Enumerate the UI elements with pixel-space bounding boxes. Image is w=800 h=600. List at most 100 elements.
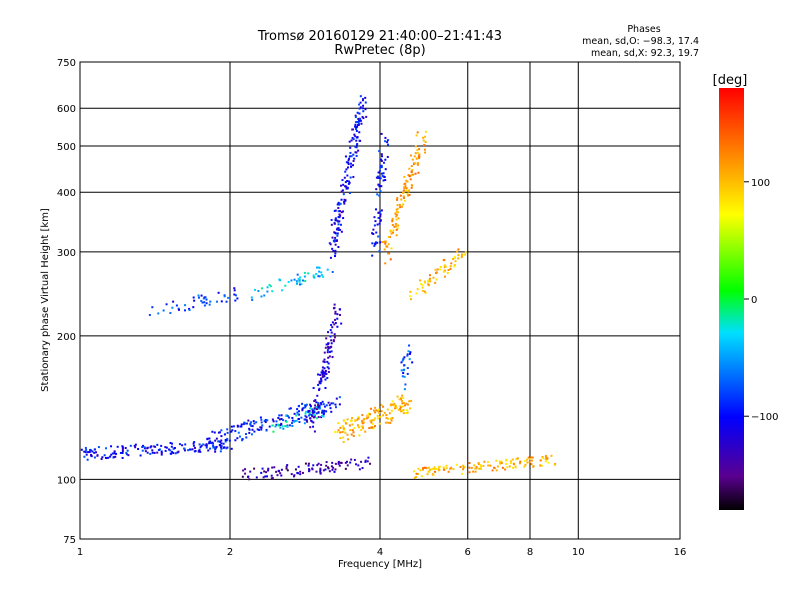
echo-point — [345, 187, 348, 190]
echo-point — [223, 295, 226, 298]
echo-point — [452, 257, 455, 260]
echo-point — [272, 430, 275, 433]
echo-point — [342, 183, 345, 186]
echo-point — [396, 204, 399, 207]
echo-point — [218, 444, 221, 447]
echo-point — [83, 450, 86, 453]
echo-point — [382, 414, 385, 417]
echo-point — [408, 193, 411, 196]
echo-point — [151, 451, 154, 454]
echo-point — [322, 275, 325, 278]
echo-point — [165, 446, 168, 449]
echo-point — [334, 219, 337, 222]
echo-point — [550, 454, 553, 457]
echo-point — [498, 460, 501, 463]
echo-point — [412, 470, 415, 473]
echo-point — [226, 439, 229, 442]
echo-point — [423, 135, 426, 138]
echo-point — [169, 449, 172, 452]
echo-point — [334, 468, 337, 471]
x-axis-ticks: 1 2 4 6 8 10 16 — [77, 547, 687, 558]
echo-point — [266, 286, 269, 289]
echo-point — [324, 346, 327, 349]
echo-point — [241, 438, 244, 441]
echo-point — [401, 394, 404, 397]
echo-point — [300, 283, 303, 286]
y-tick-label: 100 — [57, 475, 76, 486]
echo-point — [331, 247, 334, 250]
echo-point — [546, 457, 549, 460]
echo-point — [350, 155, 353, 158]
echo-point — [270, 474, 273, 477]
echo-point — [351, 128, 354, 131]
echo-point — [351, 164, 354, 167]
echo-point — [90, 453, 93, 456]
echo-point — [309, 405, 312, 408]
echo-point — [278, 424, 281, 427]
echo-point — [359, 139, 362, 142]
echo-point — [415, 292, 418, 295]
echo-point — [330, 402, 333, 405]
echo-point — [390, 232, 393, 235]
echo-point — [379, 219, 382, 222]
echo-point — [327, 345, 330, 348]
echo-point — [384, 136, 387, 139]
echo-point — [160, 444, 163, 447]
echo-point — [322, 415, 325, 418]
echo-point — [341, 189, 344, 192]
echo-point — [454, 256, 457, 259]
y-tick-label: 200 — [57, 332, 76, 343]
echo-point — [305, 403, 308, 406]
echo-point — [259, 426, 262, 429]
echo-point — [423, 144, 426, 147]
echo-point — [285, 414, 288, 417]
echo-point — [398, 203, 401, 206]
echo-point — [511, 458, 514, 461]
echo-point — [251, 298, 254, 301]
echo-point — [321, 373, 324, 376]
echo-point — [205, 298, 208, 301]
echo-point — [280, 422, 283, 425]
echo-point — [234, 439, 237, 442]
echo-point — [242, 423, 245, 426]
echo-point — [424, 140, 427, 143]
data-points — [80, 95, 557, 481]
echo-point — [313, 276, 316, 279]
echo-point — [331, 326, 334, 329]
echo-point — [184, 304, 187, 307]
echo-point — [395, 228, 398, 231]
echo-point — [402, 369, 405, 372]
echo-point — [141, 446, 144, 449]
echo-point — [356, 418, 359, 421]
echo-point — [371, 242, 374, 245]
echo-point — [406, 180, 409, 183]
echo-point — [444, 265, 447, 268]
echo-point — [307, 414, 310, 417]
echo-point — [299, 276, 302, 279]
echo-point — [530, 463, 533, 466]
echo-point — [379, 165, 382, 168]
echo-point — [354, 145, 357, 148]
echo-point — [295, 414, 298, 417]
echo-point — [348, 192, 351, 195]
echo-point — [415, 475, 418, 478]
echo-point — [347, 180, 350, 183]
echo-point — [157, 312, 160, 315]
echo-point — [151, 449, 154, 452]
echo-point — [420, 282, 423, 285]
echo-point — [361, 107, 364, 110]
colorbar-label: [deg] — [713, 73, 748, 88]
echo-point — [244, 472, 247, 475]
echo-point — [282, 427, 285, 430]
echo-point — [334, 312, 337, 315]
echo-point — [417, 157, 420, 160]
echo-point — [403, 187, 406, 190]
echo-point — [313, 408, 316, 411]
echo-point — [308, 409, 311, 412]
echo-point — [346, 174, 349, 177]
echo-point — [211, 430, 214, 433]
echo-point — [85, 449, 88, 452]
echo-point — [297, 410, 300, 413]
echo-point — [387, 252, 390, 255]
echo-point — [345, 161, 348, 164]
